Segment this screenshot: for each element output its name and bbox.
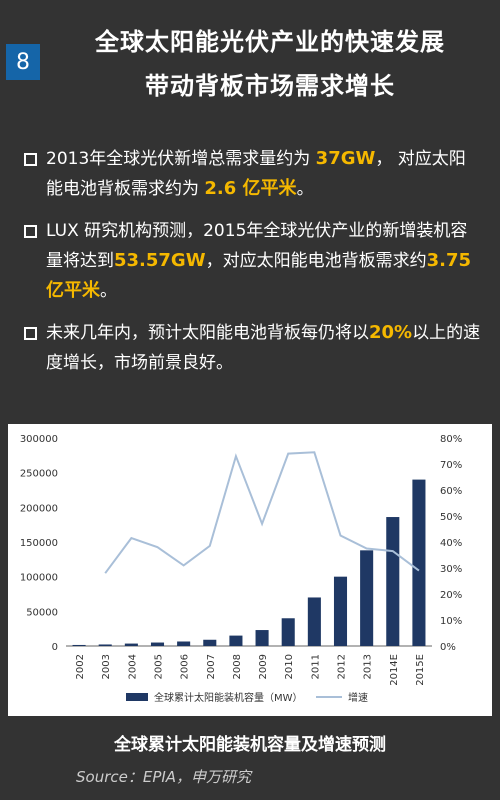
- bullet-text: 2013年全球光伏新增总需求量约为: [46, 149, 316, 169]
- left-tick-label: 300000: [20, 434, 58, 445]
- left-tick-label: 100000: [20, 573, 58, 584]
- bar: [229, 635, 243, 646]
- right-tick-label: 80%: [440, 434, 462, 445]
- category-tick-label: 2003: [101, 654, 112, 679]
- category-tick-label: 2005: [154, 654, 165, 679]
- category-tick-label: 2015E: [415, 654, 426, 686]
- right-tick-label: 30%: [440, 564, 462, 575]
- bar: [177, 641, 191, 646]
- category-tick-label: 2006: [180, 654, 191, 679]
- bullet-text: 以上的速度增长，市场前景良好。: [46, 323, 481, 373]
- bullet-text: 未来几年内，预计太阳能电池背板每仍将以: [46, 323, 369, 343]
- chart-panel: 0 50000 100000 150000 200000 250000 300000 0% 10…: [8, 424, 492, 716]
- chart-legend: 全球累计太阳能装机容量（MW） 增速: [126, 691, 368, 704]
- legend-line-label: 增速: [348, 691, 368, 704]
- category-tick-label: 2002: [75, 654, 86, 679]
- right-tick-label: 70%: [440, 460, 462, 471]
- bar: [281, 618, 295, 646]
- page-number-badge: 8: [6, 44, 40, 80]
- bar: [255, 630, 269, 646]
- combo-chart: 0 50000 100000 150000 200000 250000 300000 0% 10…: [20, 434, 462, 704]
- bullet-highlight: 2.6 亿平米: [204, 178, 297, 199]
- square-bullet-icon: [24, 225, 37, 238]
- category-tick-label: 2007: [206, 654, 217, 679]
- bar: [307, 597, 321, 646]
- right-tick-label: 10%: [440, 616, 462, 627]
- bar-series: [72, 479, 426, 646]
- right-tick-label: 50%: [440, 512, 462, 523]
- bullet-item-3: 未来几年内，预计太阳能电池背板每仍将以20%以上的速度增长，市场前景良好。: [22, 318, 482, 378]
- bullet-highlight: 20%: [369, 322, 413, 343]
- right-tick-label: 0%: [440, 642, 456, 653]
- bullet-text: 。: [100, 281, 117, 301]
- category-tick-label: 2009: [258, 654, 269, 679]
- bullet-text: ， 对应太阳能电池背板需求约为: [46, 149, 466, 199]
- bar: [412, 479, 426, 646]
- category-tick-label: 2010: [284, 654, 295, 679]
- left-tick-label: 50000: [26, 607, 58, 618]
- category-tick-label: 2011: [310, 654, 321, 679]
- category-tick-label: 2012: [337, 654, 348, 679]
- category-tick-label: 2004: [127, 654, 138, 679]
- bar: [203, 639, 217, 646]
- legend-bar-label: 全球累计太阳能装机容量（MW）: [154, 691, 303, 704]
- bar: [72, 644, 86, 646]
- right-tick-label: 40%: [440, 538, 462, 549]
- source-note: Source：EPIA，申万研究: [76, 768, 252, 786]
- line-series: [104, 451, 420, 574]
- bullet-item-1: 2013年全球光伏新增总需求量约为 37GW， 对应太阳能电池背板需求约为 2.…: [22, 144, 482, 204]
- bullet-text: LUX 研究机构预测，2015年全球光伏产业的新增装机容量将达到: [46, 221, 468, 271]
- bullet-item-2: LUX 研究机构预测，2015年全球光伏产业的新增装机容量将达到53.57GW，…: [22, 216, 482, 306]
- chart-caption: 全球累计太阳能装机容量及增速预测: [114, 735, 386, 755]
- bar: [333, 576, 348, 646]
- bullet-text: ，对应太阳能电池背板需求约: [205, 251, 427, 271]
- category-tick-label: 2014E: [389, 654, 400, 686]
- page-title: 全球太阳能光伏产业的快速发展 带动背板市场需求增长: [50, 20, 490, 108]
- left-tick-label: 200000: [20, 503, 58, 514]
- left-tick-label: 150000: [20, 538, 58, 549]
- bullet-highlight: 3.75亿平米: [46, 250, 471, 301]
- bar: [150, 642, 165, 646]
- right-tick-label: 60%: [440, 486, 462, 497]
- legend-bar-swatch: [126, 693, 148, 701]
- bullet-list: 2013年全球光伏新增总需求量约为 37GW， 对应太阳能电池背板需求约为 2.…: [22, 144, 482, 390]
- bar: [386, 517, 400, 646]
- bar: [124, 643, 138, 646]
- left-tick-label: 0: [52, 642, 58, 653]
- category-tick-label: 2013: [363, 654, 374, 679]
- left-tick-label: 250000: [20, 469, 58, 480]
- category-tick-label: 2008: [232, 654, 243, 679]
- bullet-highlight: 37GW: [315, 148, 376, 169]
- title-line-2: 带动背板市场需求增长: [145, 72, 395, 100]
- square-bullet-icon: [24, 153, 37, 166]
- right-tick-label: 20%: [440, 590, 462, 601]
- square-bullet-icon: [24, 327, 37, 340]
- title-line-1: 全球太阳能光伏产业的快速发展: [95, 28, 445, 56]
- bullet-text: 。: [296, 179, 314, 199]
- bar: [98, 644, 112, 646]
- bullet-highlight: 53.57GW: [114, 250, 206, 271]
- bar: [360, 550, 374, 646]
